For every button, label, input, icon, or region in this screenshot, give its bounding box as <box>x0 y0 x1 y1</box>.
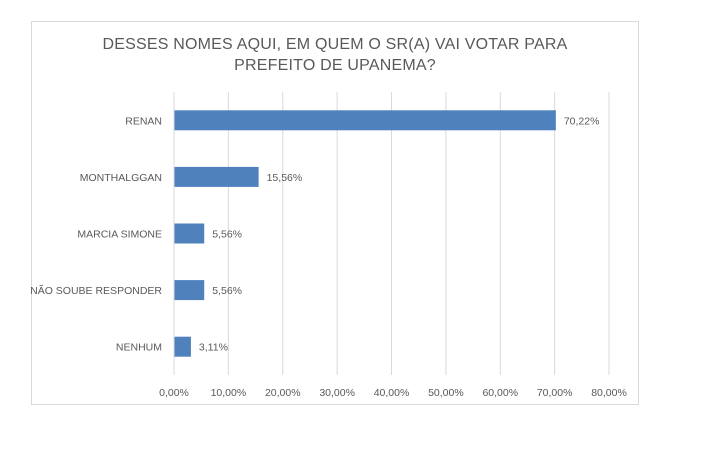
x-tick-label-4: 40,00% <box>374 387 410 399</box>
category-label-1: MONTHALGGAN <box>80 172 162 184</box>
x-tick-label-8: 80,00% <box>591 387 627 399</box>
category-label-3: NÃO SOUBE RESPONDER <box>30 284 162 297</box>
x-tick-label-3: 30,00% <box>319 387 355 399</box>
bar-3 <box>174 280 205 301</box>
x-tick-label-1: 10,00% <box>211 387 247 399</box>
data-label-3: 5,56% <box>212 285 242 297</box>
chart-title-line-2: PREFEITO DE UPANEMA? <box>234 57 436 74</box>
data-label-1: 15,56% <box>267 172 303 184</box>
x-tick-label-0: 0,00% <box>159 387 189 399</box>
x-tick-label-2: 20,00% <box>265 387 301 399</box>
data-label-2: 5,56% <box>212 229 242 241</box>
chart-title-line-1: DESSES NOMES AQUI, EM QUEM O SR(A) VAI V… <box>102 36 568 53</box>
bar-4 <box>174 336 191 357</box>
bar-1 <box>174 166 259 187</box>
x-tick-label-5: 50,00% <box>428 387 464 399</box>
category-label-0: RENAN <box>125 115 162 127</box>
data-label-0: 70,22% <box>564 115 600 127</box>
x-tick-label-6: 60,00% <box>482 387 518 399</box>
chart-frame <box>31 21 639 405</box>
chart-title: DESSES NOMES AQUI, EM QUEM O SR(A) VAI V… <box>31 34 639 76</box>
bar-2 <box>174 223 205 244</box>
category-label-2: MARCIA SIMONE <box>77 229 162 241</box>
bar-0 <box>174 110 556 131</box>
x-tick-label-7: 70,00% <box>537 387 573 399</box>
data-label-4: 3,11% <box>199 342 228 354</box>
category-label-4: NENHUM <box>116 342 162 354</box>
